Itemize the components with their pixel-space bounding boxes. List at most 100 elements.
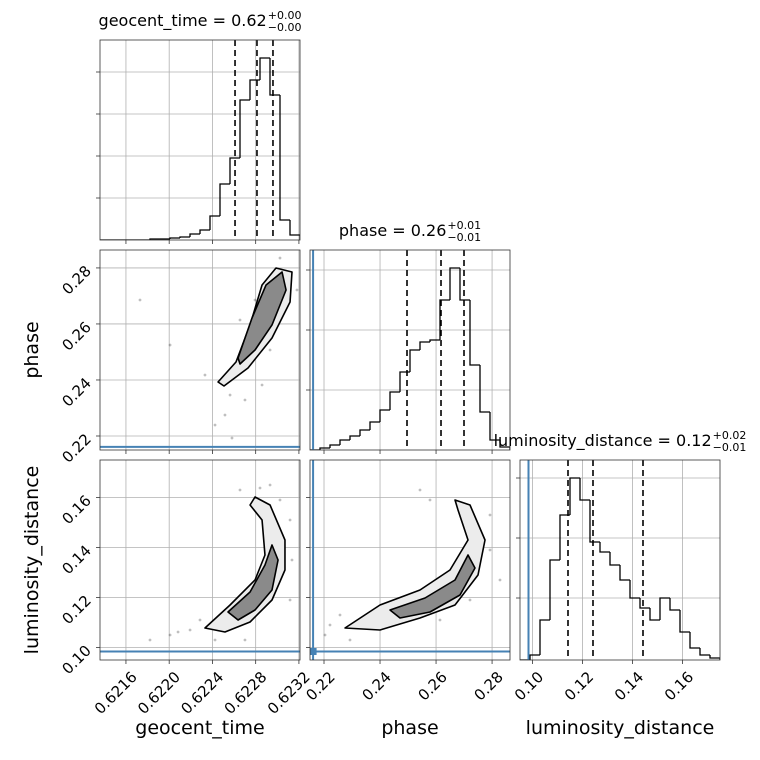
sample-point: [488, 513, 492, 517]
sample-point: [243, 398, 247, 402]
title-lower-error: −0.01: [447, 231, 481, 244]
histogram-step: [639, 598, 650, 609]
histogram-step: [359, 429, 370, 436]
title-upper-error: +0.02: [713, 429, 747, 442]
sample-point: [228, 393, 232, 397]
x-tick-label: 0.24: [358, 668, 394, 704]
sample-point: [498, 578, 502, 582]
sample-point: [253, 298, 257, 302]
x-tick-label: 0.12: [561, 668, 597, 704]
sample-point: [203, 373, 207, 377]
sample-point: [488, 548, 492, 552]
sample-point: [278, 498, 282, 502]
histogram-step: [479, 365, 490, 413]
histogram-step: [219, 183, 230, 216]
x-tick-label: 0.6228: [221, 668, 271, 718]
sample-point: [278, 256, 282, 260]
sample-point: [418, 488, 422, 492]
title-upper-error: +0.00: [268, 9, 302, 22]
sample-point: [198, 618, 202, 622]
histogram-step: [589, 500, 600, 543]
histogram-step: [239, 99, 250, 158]
sample-point: [230, 436, 234, 440]
histogram-step: [559, 514, 570, 560]
histogram-step: [209, 215, 220, 230]
histogram-step: [689, 632, 700, 649]
histogram-step: [529, 654, 540, 660]
histogram-step: [649, 608, 660, 621]
x-tick-label: 0.10: [511, 668, 547, 704]
x-tick-label: 0.6216: [91, 668, 141, 718]
sample-point: [168, 633, 172, 637]
sample-point: [428, 498, 432, 502]
histogram-step: [669, 598, 680, 611]
sample-point: [188, 628, 192, 632]
y-tick-label: 0.28: [58, 262, 94, 298]
y-tick-label: 0.16: [58, 492, 94, 528]
sample-point: [243, 638, 247, 642]
title-lower-error: −0.01: [713, 441, 747, 454]
sample-point: [323, 633, 327, 637]
x-tick-label: 0.28: [470, 668, 506, 704]
histogram-step: [579, 478, 590, 501]
y-tick-label: 0.24: [58, 374, 94, 410]
histogram-step: [169, 237, 180, 239]
sample-point: [348, 638, 352, 642]
y-tick-label: 0.12: [58, 592, 94, 628]
histogram-step: [249, 79, 260, 100]
sample-point: [438, 618, 442, 622]
x-tick-label: 0.26: [414, 668, 450, 704]
histogram-step: [379, 409, 390, 422]
contour: [237, 271, 287, 365]
sample-point: [328, 623, 332, 627]
x-axis-label: geocent_time: [135, 717, 264, 739]
histogram-step: [289, 220, 300, 240]
histogram-step: [409, 349, 420, 372]
histogram-step: [489, 412, 500, 441]
histogram-step: [369, 421, 380, 430]
panel: [520, 460, 720, 660]
panel-title: luminosity_distance = 0.12: [494, 431, 712, 451]
histogram-step: [269, 58, 280, 96]
histogram-step: [319, 447, 330, 450]
y-tick-label: 0.22: [58, 430, 94, 466]
panel-frame: [99, 39, 301, 241]
y-tick-label: 0.10: [58, 642, 94, 678]
histogram-step: [349, 435, 360, 440]
sample-point: [295, 288, 299, 292]
sample-point: [338, 613, 342, 617]
sample-point: [268, 348, 272, 352]
panel: [310, 250, 510, 450]
histogram-step: [469, 300, 480, 366]
sample-point: [148, 638, 152, 642]
x-tick-label: 0.22: [302, 668, 338, 704]
y-tick-label: 0.14: [58, 542, 94, 578]
panel: [310, 460, 510, 660]
title-lower-error: −0.00: [268, 21, 302, 34]
sample-point: [176, 630, 180, 634]
histogram-step: [449, 267, 460, 300]
histogram-step: [279, 95, 290, 221]
panel-frame: [309, 249, 511, 451]
histogram-step: [429, 339, 440, 342]
histogram-step: [549, 559, 560, 620]
sample-point: [238, 488, 242, 492]
histogram-step: [259, 57, 270, 80]
panel: [100, 40, 300, 240]
panel-frame: [99, 459, 301, 661]
x-tick-label: 0.6220: [134, 668, 184, 718]
histogram-step: [659, 597, 670, 620]
panel: [100, 460, 300, 660]
x-tick-label: 0.16: [661, 668, 697, 704]
sample-point: [238, 318, 242, 322]
y-axis-label: luminosity_distance: [21, 466, 43, 655]
contour: [389, 554, 476, 619]
histogram-step: [539, 619, 550, 655]
title-upper-error: +0.01: [447, 219, 481, 232]
panel-frame: [519, 459, 721, 661]
sample-point: [138, 298, 142, 302]
sample-point: [213, 638, 217, 642]
panel: [100, 250, 300, 450]
histogram-step: [609, 552, 620, 566]
sample-point: [468, 598, 472, 602]
